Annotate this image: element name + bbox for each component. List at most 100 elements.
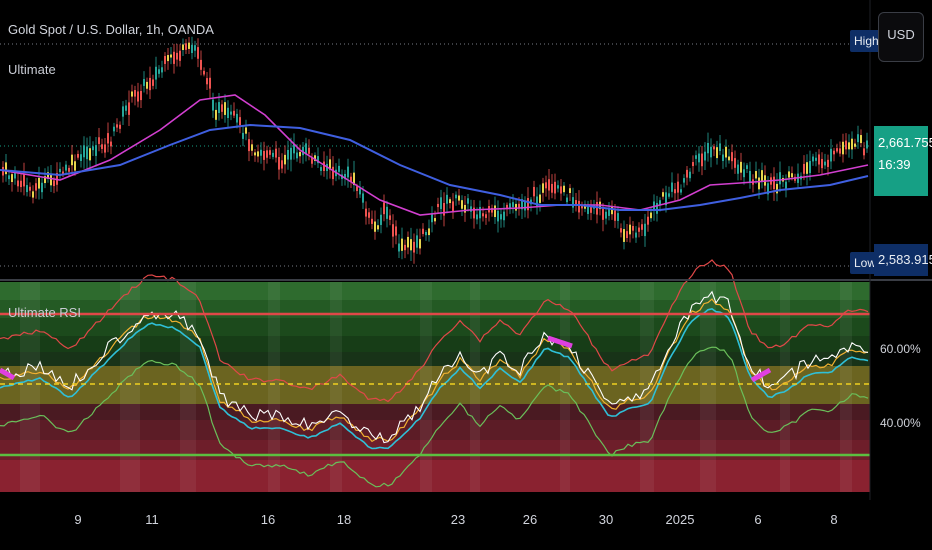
candle-body <box>353 172 355 186</box>
indicator-legend-ultimate[interactable]: Ultimate <box>8 62 56 77</box>
candle-body <box>503 211 505 221</box>
candle-body <box>824 161 826 166</box>
candle-body <box>104 144 106 153</box>
rsi-stripe <box>840 282 852 492</box>
candle-body <box>533 186 535 197</box>
candle-body <box>209 77 211 89</box>
candle-body <box>29 186 31 191</box>
candle-body <box>290 147 292 160</box>
candle-body <box>698 153 700 163</box>
candle-body <box>170 54 172 58</box>
candle-body <box>785 181 787 189</box>
candle-body <box>5 162 7 175</box>
candle-body <box>41 182 43 193</box>
candle-body <box>467 198 469 204</box>
candle-body <box>146 81 148 89</box>
candle-body <box>38 177 40 189</box>
candle-body <box>77 153 79 158</box>
candle-body <box>854 143 856 147</box>
candle-body <box>677 181 679 193</box>
candle-body <box>554 181 556 194</box>
candle-body <box>389 215 391 220</box>
candle-body <box>851 138 853 150</box>
candle-body <box>515 203 517 211</box>
candle-body <box>176 52 178 60</box>
x-axis-label: 9 <box>74 512 82 527</box>
candle-body <box>71 154 73 166</box>
indicator-legend-ultimate-rsi[interactable]: Ultimate RSI <box>8 305 81 320</box>
candle-body <box>233 110 235 116</box>
candle-body <box>251 144 253 151</box>
candle-body <box>668 193 670 197</box>
candle-body <box>788 171 790 178</box>
chart-symbol-title[interactable]: Gold Spot / U.S. Dollar, 1h, OANDA <box>8 22 214 37</box>
candle-body <box>848 142 850 150</box>
candle-body <box>287 149 289 160</box>
rsi-highlight-segment <box>750 367 772 383</box>
candle-body <box>380 214 382 225</box>
candle-body <box>149 77 151 91</box>
candle-body <box>431 213 433 223</box>
candle-body <box>80 154 82 161</box>
candle-body <box>695 155 697 159</box>
candle-body <box>485 214 487 218</box>
candle-body <box>317 156 319 164</box>
candle-body <box>692 162 694 167</box>
candle-body <box>194 45 196 51</box>
low-marker-tag: Low <box>850 252 881 274</box>
candle-body <box>596 202 598 215</box>
candle-body <box>17 180 19 187</box>
candle-body <box>434 218 436 222</box>
candle-body <box>830 148 832 162</box>
candle-body <box>629 224 631 235</box>
candle-body <box>440 197 442 210</box>
rsi-level-lower-label: 40.00% <box>880 416 921 430</box>
candle-body <box>581 204 583 209</box>
candle-body <box>635 232 637 238</box>
candle-body <box>455 194 457 199</box>
candle-body <box>506 204 508 209</box>
candle-body <box>68 167 70 172</box>
candle-body <box>641 224 643 230</box>
candle-body <box>710 146 712 158</box>
candle-body <box>179 50 181 61</box>
rsi-lower-band-line <box>0 346 869 488</box>
candle-body <box>248 139 250 152</box>
candle-body <box>449 199 451 204</box>
candle-body <box>245 127 247 134</box>
currency-button[interactable]: USD <box>878 12 924 62</box>
candle-body <box>737 164 739 174</box>
candle-body <box>539 194 541 203</box>
candle-body <box>329 159 331 170</box>
candle-body <box>65 164 67 171</box>
candle-body <box>494 205 496 218</box>
candle-body <box>419 239 421 249</box>
rsi-band <box>0 460 870 492</box>
candle-body <box>527 198 529 211</box>
candle-body <box>548 179 550 191</box>
rsi-band <box>0 352 870 366</box>
candle-body <box>827 159 829 167</box>
rsi-level-upper-label: 60.00% <box>880 342 921 356</box>
rsi-band <box>0 318 870 336</box>
candle-body <box>473 207 475 219</box>
x-axis-label: 6 <box>754 512 762 527</box>
candle-body <box>803 163 805 174</box>
candle-body <box>218 102 220 114</box>
candle-body <box>62 171 64 176</box>
candle-body <box>122 106 124 117</box>
candle-body <box>278 157 280 170</box>
candle-body <box>134 90 136 97</box>
candle-body <box>650 212 652 219</box>
rsi-stripe <box>700 282 716 492</box>
candle-body <box>476 214 478 220</box>
rsi-stripe <box>268 282 280 492</box>
candle-body <box>470 206 472 212</box>
last-price-tag: 2,661.755 16:39 <box>874 126 932 196</box>
candle-body <box>50 173 52 186</box>
candle-body <box>197 47 199 59</box>
candle-body <box>113 126 115 132</box>
rsi-upper-band-line <box>0 259 869 403</box>
candle-body <box>221 104 223 112</box>
